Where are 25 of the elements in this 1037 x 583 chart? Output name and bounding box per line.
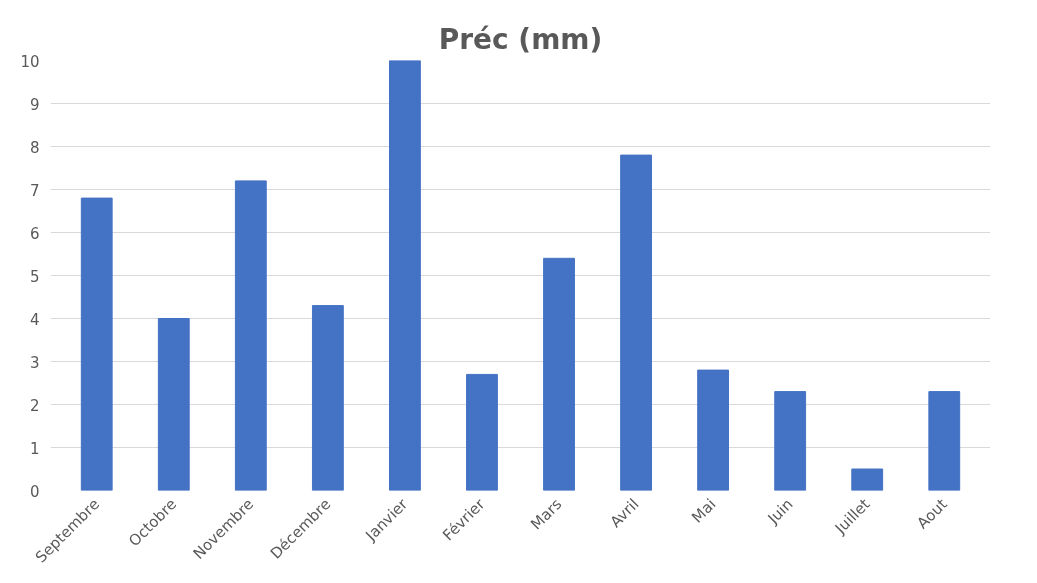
bar (80, 197, 113, 491)
bar (157, 318, 190, 491)
y-tick-label: 3 (29, 353, 40, 372)
bar (928, 391, 961, 491)
y-tick-label: 5 (29, 267, 40, 286)
bar (466, 373, 498, 491)
bar (697, 369, 730, 491)
bar (311, 305, 344, 491)
y-tick-label: 6 (29, 224, 40, 243)
y-tick-label: 8 (29, 138, 40, 157)
bar (234, 180, 267, 491)
y-tick-label: 10 (20, 52, 40, 71)
y-tick-label: 2 (29, 396, 40, 415)
y-tick-label: 1 (29, 439, 40, 458)
bar (620, 154, 652, 491)
y-tick-label: 9 (29, 95, 40, 114)
bar (389, 60, 421, 491)
y-tick-label: 4 (29, 310, 40, 329)
bar (543, 257, 575, 491)
bar (774, 391, 807, 491)
chart-title: Préc (mm) (438, 22, 603, 56)
bar (851, 468, 884, 491)
y-tick-label: 0 (29, 482, 40, 501)
x-tick-label: Mai (688, 495, 720, 527)
y-tick-label: 7 (29, 181, 40, 200)
